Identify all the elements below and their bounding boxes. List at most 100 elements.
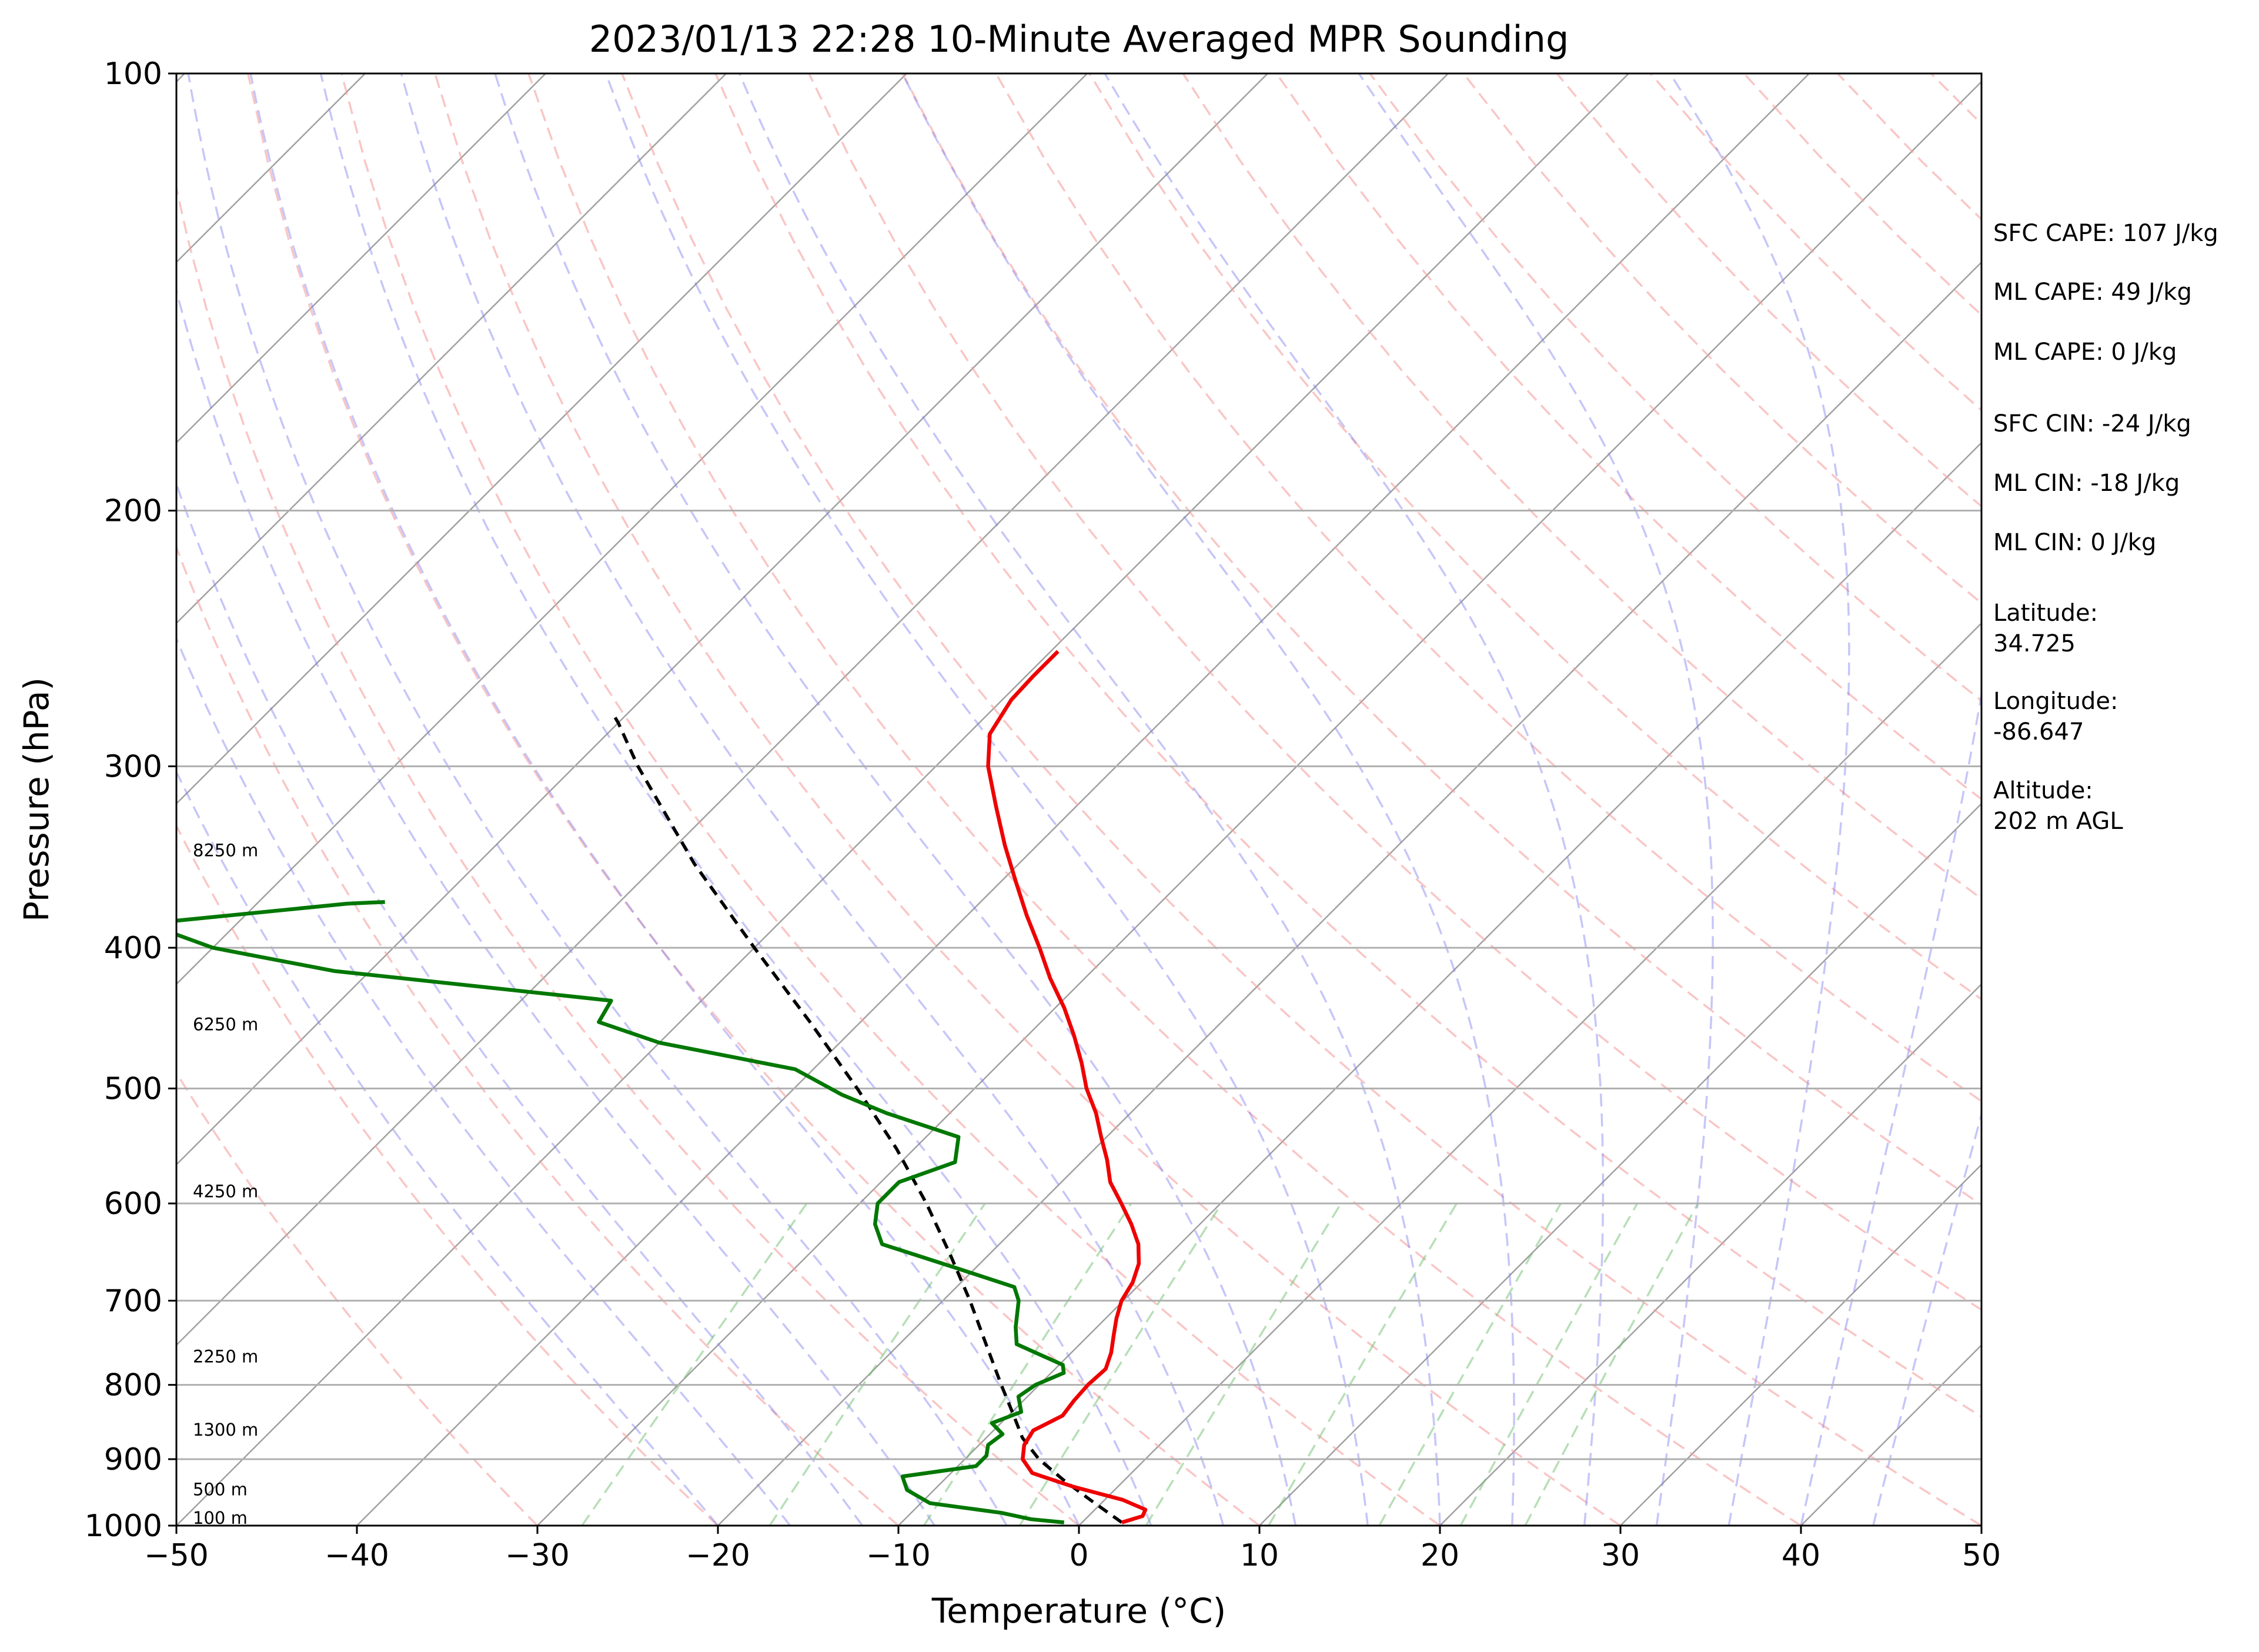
y-tick-label: 100 bbox=[104, 56, 162, 92]
y-tick-label: 800 bbox=[104, 1368, 162, 1403]
stat-annotation: -86.647 bbox=[1993, 718, 2084, 745]
moist-adiabat-line bbox=[494, 73, 1297, 1526]
isotherm-line bbox=[176, 73, 1629, 1526]
dry-adiabat-line bbox=[1369, 73, 1981, 703]
isotherm-line bbox=[176, 73, 1449, 1346]
isotherm-line bbox=[537, 81, 1981, 1526]
isotherm-line bbox=[176, 73, 727, 624]
x-tick-label: 0 bbox=[1069, 1538, 1088, 1573]
x-axis-label: Temperature (°C) bbox=[931, 1591, 1227, 1631]
isotherm-line bbox=[717, 261, 1981, 1526]
parcel-profile-line bbox=[610, 710, 1123, 1524]
isotherm-line bbox=[898, 442, 1981, 1526]
dewpoint-line bbox=[176, 899, 1066, 1524]
temperature-line bbox=[986, 650, 1148, 1524]
moist-adiabat-line bbox=[604, 73, 1369, 1526]
dry-adiabat-line bbox=[808, 73, 1981, 1312]
moist-adiabat-line bbox=[1800, 688, 1981, 1526]
moist-adiabat-line bbox=[176, 481, 864, 1526]
stat-annotation: ML CIN: 0 J/kg bbox=[1993, 529, 2156, 556]
dry-adiabat-line bbox=[340, 73, 1441, 1526]
isotherm-line bbox=[1078, 622, 1981, 1526]
dry-adiabat-line bbox=[1182, 73, 1981, 900]
height-label: 1300 m bbox=[193, 1420, 258, 1440]
moist-adiabat-line bbox=[176, 769, 719, 1526]
dry-adiabat-line bbox=[176, 544, 900, 1526]
height-labels: 100 m 500 m 1300 m 2250 m 4250 m 6250 m 8250 m bbox=[193, 841, 258, 1528]
x-tick-label: 40 bbox=[1782, 1538, 1820, 1573]
axis-ticks: −50 −40 −30 −20 −10 0 10 20 30 40 50 100 200 300 400 50… bbox=[85, 56, 2001, 1573]
isotherm-line bbox=[356, 73, 1810, 1526]
x-tick-label: −10 bbox=[866, 1538, 931, 1573]
y-tick-label: 300 bbox=[104, 749, 162, 784]
x-tick-label: −30 bbox=[505, 1538, 570, 1573]
y-tick-label: 900 bbox=[104, 1442, 162, 1477]
y-axis-label: Pressure (hPa) bbox=[16, 677, 56, 922]
moist-adiabat-line bbox=[319, 73, 1152, 1526]
moist-adiabat-line bbox=[1872, 1111, 1981, 1526]
stats-panel: SFC CAPE: 107 J/kg ML CAPE: 49 J/kg ML CAP… bbox=[1993, 220, 2218, 835]
stat-annotation: 34.725 bbox=[1993, 630, 2076, 657]
height-label: 2250 m bbox=[193, 1346, 258, 1366]
dry-adiabat-line bbox=[714, 73, 1981, 1418]
pressure-grid bbox=[176, 73, 1981, 1526]
x-tick-label: 10 bbox=[1240, 1538, 1279, 1573]
x-tick-label: −40 bbox=[325, 1538, 389, 1573]
moist-adiabat-line bbox=[249, 73, 1080, 1526]
height-label: 6250 m bbox=[193, 1015, 258, 1035]
moist-adiabat-line bbox=[1669, 73, 1850, 1526]
height-label: 4250 m bbox=[193, 1181, 258, 1201]
dry-adiabat-line bbox=[176, 183, 1080, 1526]
x-tick-label: −50 bbox=[144, 1538, 209, 1573]
isotherm-line bbox=[176, 73, 1268, 1166]
moist-adiabat-line bbox=[187, 73, 1008, 1526]
dry-adiabat-line bbox=[176, 823, 719, 1526]
y-tick-label: 500 bbox=[104, 1071, 162, 1106]
dry-adiabat-line bbox=[176, 1071, 539, 1526]
moist-adiabat-line bbox=[1358, 73, 1714, 1526]
height-label: 500 m bbox=[193, 1479, 248, 1499]
isotherm-line bbox=[176, 73, 546, 444]
profile-lines bbox=[176, 650, 1148, 1524]
moist-adiabat-line bbox=[738, 73, 1441, 1526]
stat-annotation: ML CAPE: 49 J/kg bbox=[1993, 279, 2192, 306]
moist-adiabat-line bbox=[400, 73, 1225, 1526]
moist-adiabat-line bbox=[1104, 73, 1605, 1526]
stat-annotation: 202 m AGL bbox=[1993, 808, 2123, 835]
y-tick-label: 700 bbox=[104, 1283, 162, 1319]
dry-adiabat-line bbox=[995, 73, 1981, 1103]
height-label: 8250 m bbox=[193, 841, 258, 861]
stat-annotation: ML CIN: -18 J/kg bbox=[1993, 470, 2180, 497]
stat-annotation: SFC CAPE: 107 J/kg bbox=[1993, 220, 2218, 247]
dry-adiabat-line bbox=[247, 73, 1261, 1526]
stat-annotation: Longitude: bbox=[1993, 688, 2118, 715]
y-tick-label: 200 bbox=[104, 494, 162, 529]
moist-adiabat-line bbox=[901, 73, 1515, 1526]
stat-annotation: Latitude: bbox=[1993, 600, 2098, 627]
dry-adiabat-line bbox=[621, 73, 1981, 1526]
y-tick-label: 600 bbox=[104, 1186, 162, 1222]
stat-annotation: SFC CIN: -24 J/kg bbox=[1993, 410, 2191, 437]
stat-annotation: Altitude: bbox=[1993, 777, 2093, 804]
isotherm-line bbox=[1259, 802, 1981, 1526]
x-tick-label: 20 bbox=[1421, 1538, 1459, 1573]
background-lines bbox=[176, 73, 1981, 1526]
dry-adiabat-line bbox=[434, 73, 1621, 1526]
y-tick-label: 400 bbox=[104, 931, 162, 966]
x-tick-label: 50 bbox=[1962, 1538, 2001, 1573]
isotherm-line bbox=[1620, 1163, 1981, 1526]
x-tick-label: −20 bbox=[686, 1538, 750, 1573]
isotherm-line bbox=[1439, 983, 1981, 1526]
isotherm-line bbox=[176, 73, 907, 805]
dry-adiabat-line bbox=[527, 73, 1802, 1526]
isotherm-line bbox=[176, 73, 1088, 985]
chart-title: 2023/01/13 22:28 10-Minute Averaged MPR … bbox=[589, 18, 1569, 61]
x-tick-label: 30 bbox=[1601, 1538, 1640, 1573]
height-label: 100 m bbox=[193, 1508, 248, 1528]
moist-adiabat-line bbox=[176, 636, 791, 1526]
y-tick-label: 1000 bbox=[85, 1509, 162, 1544]
dry-adiabat-line bbox=[901, 73, 1981, 1206]
moist-adiabat-line bbox=[176, 287, 935, 1526]
mixing-ratio-line bbox=[1524, 1203, 1699, 1526]
